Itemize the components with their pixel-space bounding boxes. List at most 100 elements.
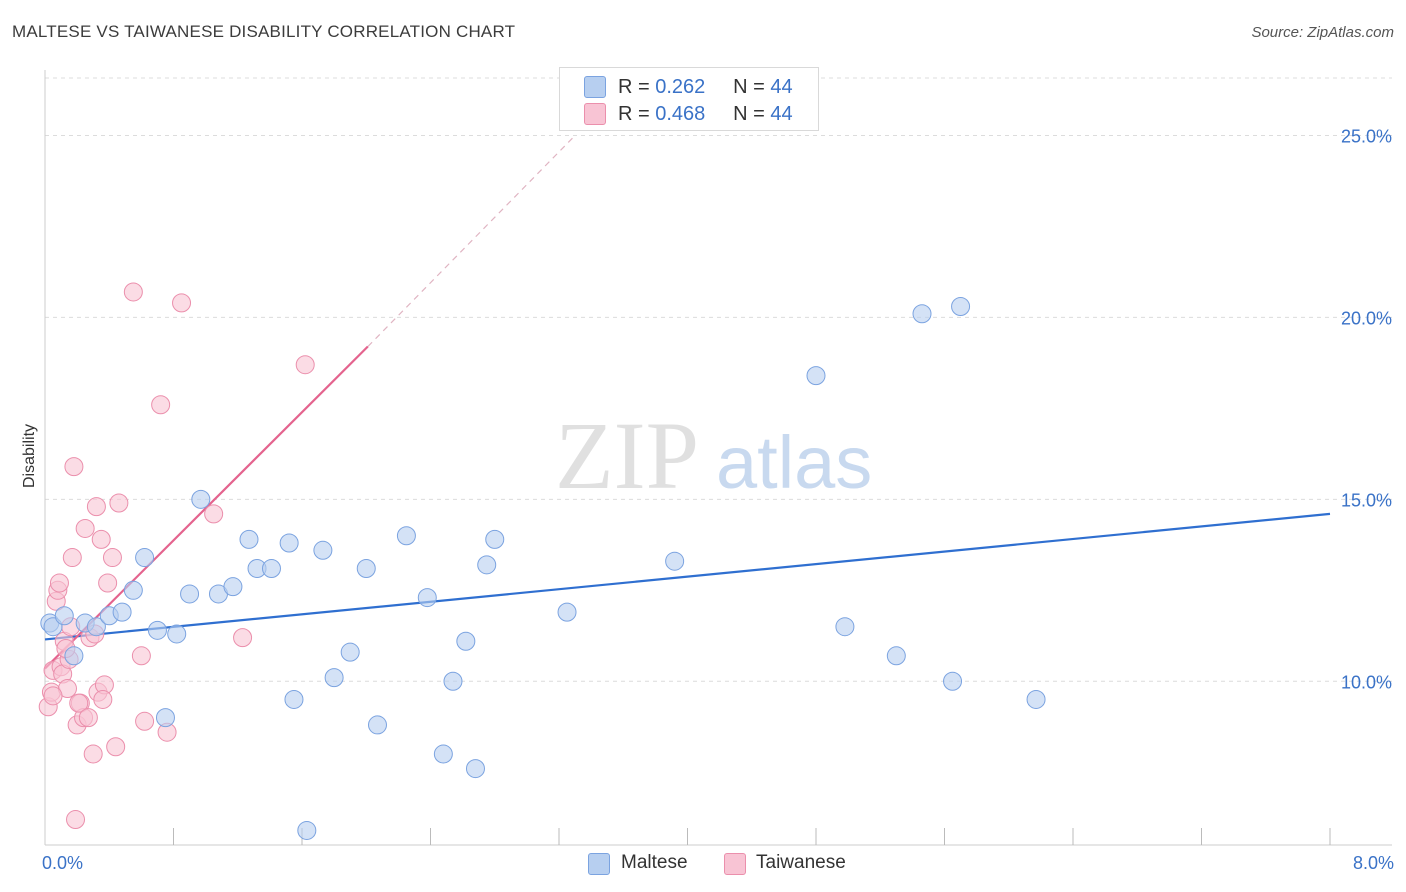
maltese-point <box>297 820 317 840</box>
taiwanese-point <box>78 708 98 728</box>
maltese-point <box>64 646 84 666</box>
y-tick-label: 15.0% <box>1341 490 1392 510</box>
maltese-point <box>313 540 333 560</box>
x-tick-label: 8.0% <box>1353 853 1394 873</box>
maltese-trend-line <box>44 512 1331 641</box>
maltese-point <box>284 689 304 709</box>
maltese-point <box>951 297 971 317</box>
maltese-point <box>912 304 932 324</box>
legend-text-maltese: R = 0.262 N = 44 <box>618 76 793 99</box>
taiwanese-legend-label: Taiwanese <box>756 852 846 873</box>
taiwanese-point <box>151 395 171 415</box>
maltese-swatch <box>584 76 606 98</box>
maltese-point <box>465 759 485 779</box>
maltese-point <box>835 617 855 637</box>
legend-text-taiwanese: R = 0.468 N = 44 <box>618 103 793 126</box>
taiwanese-point <box>135 711 155 731</box>
maltese-point <box>191 489 211 509</box>
taiwanese-legend-swatch <box>724 853 746 875</box>
taiwanese-swatch <box>584 103 606 125</box>
taiwanese-trend-extension <box>367 135 576 347</box>
correlation-legend: R = 0.262 N = 44 R = 0.468 N = 44 <box>559 67 819 131</box>
watermark: ZIP atlas <box>555 402 872 509</box>
n-label: N = <box>733 102 765 125</box>
grid-lines <box>45 77 1392 682</box>
axes <box>44 70 1392 846</box>
taiwanese-point <box>69 693 89 713</box>
taiwanese-point <box>109 493 129 513</box>
maltese-point <box>340 642 360 662</box>
taiwanese-point <box>106 737 126 757</box>
taiwanese-point <box>98 573 118 593</box>
taiwanese-point <box>91 529 111 549</box>
taiwanese-point <box>62 548 82 568</box>
source-label: Source: ZipAtlas.com <box>1251 24 1394 41</box>
maltese-point <box>477 555 497 575</box>
maltese-legend-swatch <box>588 853 610 875</box>
taiwanese-point <box>66 810 86 830</box>
maltese-point <box>123 580 143 600</box>
maltese-r-value: 0.262 <box>655 75 706 98</box>
maltese-point <box>485 529 505 549</box>
taiwanese-point <box>102 548 122 568</box>
taiwanese-trend-line <box>44 345 369 670</box>
y-axis-label: Disability <box>21 424 38 488</box>
maltese-point <box>886 646 906 666</box>
watermark-atlas: atlas <box>716 421 872 504</box>
maltese-point <box>239 529 259 549</box>
y-tick-label: 10.0% <box>1341 672 1392 692</box>
taiwanese-point <box>295 355 315 375</box>
maltese-point <box>223 577 243 597</box>
x-tick-label: 0.0% <box>42 853 83 873</box>
maltese-point <box>356 558 376 578</box>
taiwanese-point <box>233 628 253 648</box>
taiwanese-point <box>75 518 95 538</box>
taiwanese-point <box>204 504 224 524</box>
maltese-point <box>279 533 299 553</box>
r-label: R = <box>618 102 650 125</box>
maltese-point <box>367 715 387 735</box>
maltese-point <box>665 551 685 571</box>
taiwanese-point <box>93 689 113 709</box>
maltese-point <box>396 526 416 546</box>
taiwanese-r-value: 0.468 <box>655 102 706 125</box>
maltese-point <box>135 548 155 568</box>
maltese-point <box>433 744 453 764</box>
r-label: R = <box>618 75 650 98</box>
maltese-point <box>1026 689 1046 709</box>
taiwanese-point <box>43 686 63 706</box>
watermark-zip: ZIP <box>555 402 699 509</box>
n-label: N = <box>733 75 765 98</box>
maltese-point <box>443 671 463 691</box>
maltese-n-value: 44 <box>770 75 793 98</box>
maltese-point <box>54 606 74 626</box>
tick-labels: 10.0% 15.0% 20.0% 25.0% 0.0% 8.0% <box>42 126 1394 873</box>
taiwanese-point <box>64 457 84 477</box>
maltese-point <box>180 584 200 604</box>
y-tick-label: 20.0% <box>1341 308 1392 328</box>
maltese-legend-label: Maltese <box>621 852 688 873</box>
maltese-point <box>943 671 963 691</box>
maltese-point <box>86 617 106 637</box>
maltese-point <box>261 558 281 578</box>
taiwanese-n-value: 44 <box>770 102 793 125</box>
data-points <box>38 282 1046 840</box>
maltese-point <box>112 602 132 622</box>
taiwanese-point <box>131 646 151 666</box>
maltese-point <box>147 620 167 640</box>
chart-title: MALTESE VS TAIWANESE DISABILITY CORRELAT… <box>12 22 516 41</box>
taiwanese-point <box>172 293 192 313</box>
maltese-point <box>167 624 187 644</box>
taiwanese-point <box>83 744 103 764</box>
maltese-point <box>557 602 577 622</box>
y-tick-label: 25.0% <box>1341 126 1392 146</box>
maltese-point <box>324 668 344 688</box>
maltese-point <box>155 708 175 728</box>
maltese-point <box>806 366 826 386</box>
maltese-point <box>417 588 437 608</box>
taiwanese-point <box>123 282 143 302</box>
taiwanese-point <box>86 497 106 517</box>
maltese-point <box>456 631 476 651</box>
taiwanese-point <box>49 573 69 593</box>
